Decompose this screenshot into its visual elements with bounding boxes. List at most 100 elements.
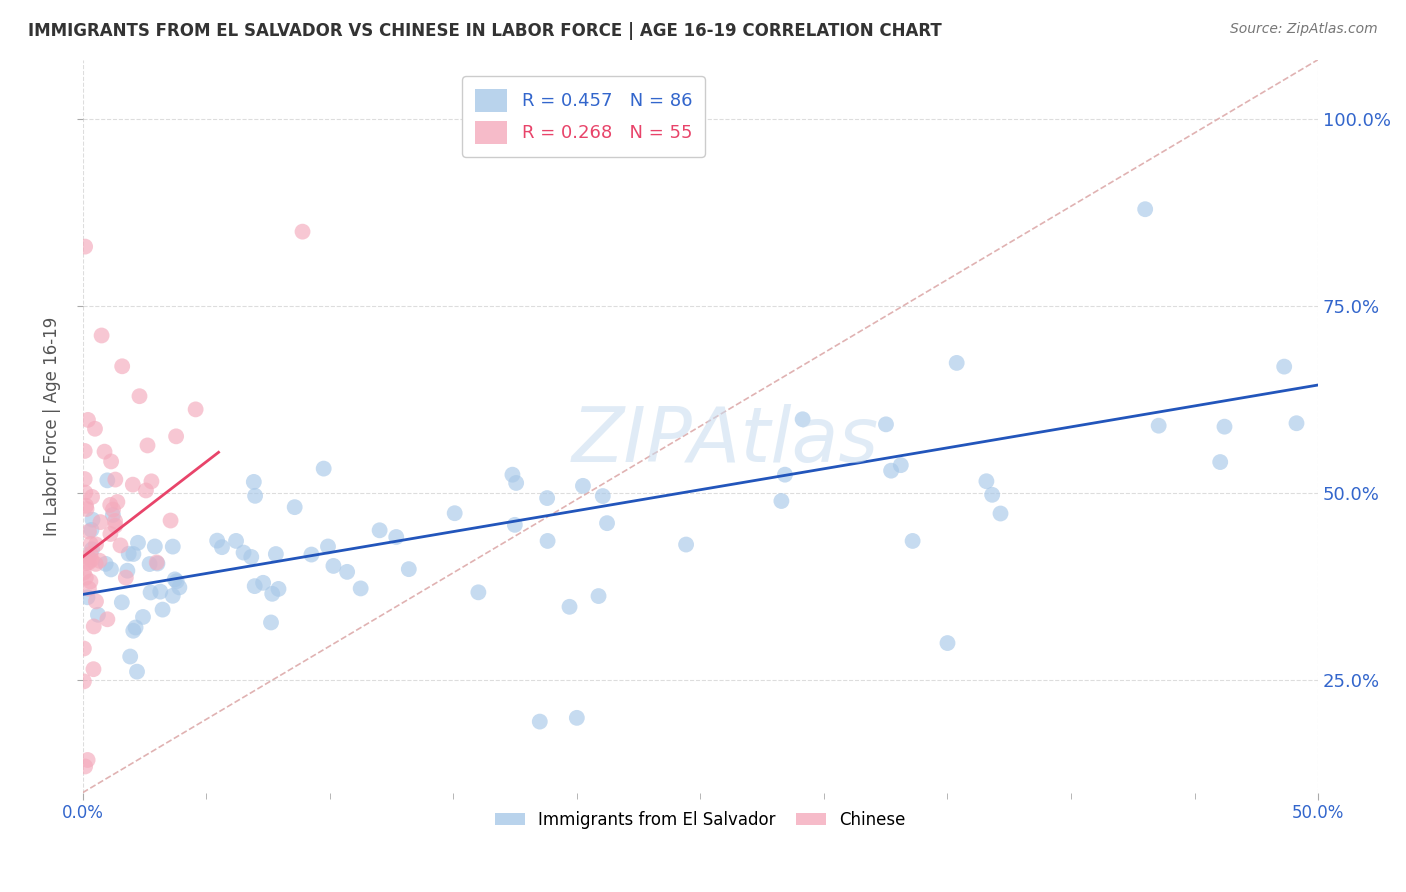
Point	[100, 562, 122, 576]
Point	[84, 537, 107, 551]
Point	[132, 610, 155, 624]
Point	[73, 444, 96, 458]
Text: ZIPAtlas: ZIPAtlas	[572, 404, 879, 478]
Point	[1147, 418, 1170, 433]
Point	[79, 547, 101, 561]
Y-axis label: In Labor Force | Age 16-19: In Labor Force | Age 16-19	[44, 317, 60, 536]
Point	[94, 557, 117, 571]
Point	[558, 599, 581, 614]
Point	[529, 714, 551, 729]
Point	[80, 490, 103, 504]
Point	[184, 402, 207, 417]
Point	[110, 538, 132, 552]
Point	[1272, 359, 1295, 374]
Point	[770, 494, 793, 508]
Point	[75, 485, 97, 500]
Point	[981, 488, 1004, 502]
Point	[232, 545, 254, 559]
Point	[77, 550, 100, 565]
Point	[75, 759, 97, 773]
Point	[84, 557, 107, 571]
Point	[93, 444, 115, 458]
Point	[120, 649, 142, 664]
Point	[536, 533, 558, 548]
Point	[675, 537, 697, 551]
Point	[166, 574, 188, 589]
Point	[169, 581, 191, 595]
Point	[101, 502, 124, 516]
Point	[138, 557, 160, 571]
Point	[89, 515, 111, 529]
Point	[336, 565, 359, 579]
Point	[773, 467, 796, 482]
Point	[73, 674, 96, 689]
Point	[77, 556, 100, 570]
Point	[80, 523, 103, 537]
Point	[75, 239, 97, 253]
Point	[467, 585, 489, 599]
Point	[162, 540, 184, 554]
Point	[75, 571, 97, 585]
Point	[252, 575, 274, 590]
Point	[87, 607, 110, 622]
Point	[398, 562, 420, 576]
Point	[1133, 202, 1156, 217]
Point	[501, 467, 523, 482]
Point	[385, 530, 408, 544]
Point	[75, 499, 97, 513]
Point	[145, 556, 167, 570]
Point	[100, 454, 122, 468]
Point	[101, 508, 124, 522]
Point	[875, 417, 897, 432]
Point	[73, 641, 96, 656]
Point	[73, 566, 96, 580]
Point	[111, 359, 134, 374]
Point	[880, 464, 903, 478]
Point	[77, 413, 100, 427]
Point	[205, 533, 228, 548]
Point	[211, 540, 233, 554]
Point	[503, 517, 526, 532]
Point	[890, 458, 912, 472]
Point	[104, 514, 127, 528]
Point	[141, 475, 163, 489]
Point	[243, 475, 266, 489]
Point	[443, 506, 465, 520]
Point	[243, 579, 266, 593]
Point	[262, 587, 284, 601]
Point	[84, 594, 107, 608]
Point	[536, 491, 558, 505]
Point	[225, 533, 247, 548]
Point	[149, 584, 172, 599]
Point	[122, 547, 145, 561]
Point	[936, 636, 959, 650]
Point	[76, 753, 98, 767]
Point	[114, 571, 136, 585]
Point	[127, 536, 149, 550]
Point	[901, 533, 924, 548]
Point	[792, 412, 814, 426]
Point	[125, 665, 148, 679]
Point	[84, 422, 107, 436]
Point	[565, 711, 588, 725]
Point	[89, 554, 111, 568]
Point	[76, 591, 98, 605]
Point	[96, 474, 118, 488]
Point	[77, 582, 100, 596]
Point	[322, 558, 344, 573]
Point	[73, 472, 96, 486]
Text: Source: ZipAtlas.com: Source: ZipAtlas.com	[1230, 22, 1378, 37]
Point	[82, 662, 104, 676]
Point	[165, 429, 187, 443]
Point	[159, 514, 181, 528]
Point	[267, 582, 290, 596]
Point	[121, 477, 143, 491]
Point	[80, 553, 103, 567]
Point	[1209, 455, 1232, 469]
Point	[76, 556, 98, 570]
Point	[152, 602, 174, 616]
Point	[124, 620, 146, 634]
Point	[105, 495, 128, 509]
Point	[264, 547, 287, 561]
Point	[505, 475, 527, 490]
